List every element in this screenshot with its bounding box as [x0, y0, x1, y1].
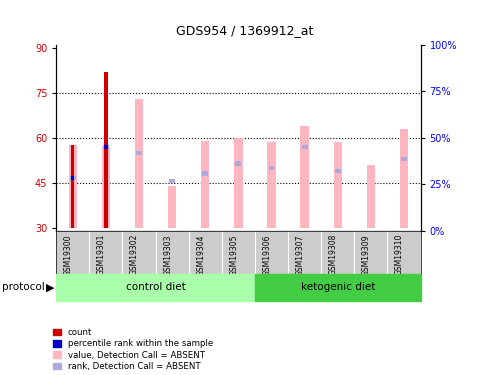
Bar — [300, 126, 308, 228]
Bar — [104, 144, 107, 149]
Bar — [399, 129, 407, 228]
Bar — [102, 144, 109, 149]
Bar — [102, 147, 110, 228]
Text: GSM19304: GSM19304 — [196, 234, 205, 276]
Bar — [267, 142, 275, 228]
Bar — [366, 165, 374, 228]
Text: control diet: control diet — [125, 282, 185, 292]
Bar — [268, 165, 274, 170]
Bar — [400, 156, 406, 161]
Bar — [254, 274, 420, 301]
Bar — [104, 72, 107, 228]
Bar — [301, 144, 307, 149]
Bar — [68, 145, 77, 228]
Legend: count, percentile rank within the sample, value, Detection Call = ABSENT, rank, : count, percentile rank within the sample… — [53, 328, 213, 371]
Bar — [136, 150, 142, 155]
Bar — [202, 171, 208, 176]
Bar — [168, 186, 176, 228]
Bar — [71, 145, 74, 228]
Text: protocol: protocol — [2, 282, 45, 292]
Text: GSM19310: GSM19310 — [394, 234, 403, 276]
Bar — [71, 176, 74, 180]
Bar — [235, 161, 241, 165]
Text: GSM19309: GSM19309 — [361, 234, 370, 276]
Text: GSM19308: GSM19308 — [328, 234, 337, 276]
Text: GSM19303: GSM19303 — [163, 234, 172, 276]
Bar — [333, 142, 341, 228]
Text: GSM19301: GSM19301 — [97, 234, 106, 276]
Bar — [56, 274, 254, 301]
Text: GSM19302: GSM19302 — [130, 234, 139, 276]
Bar — [201, 141, 209, 228]
Text: GSM19305: GSM19305 — [229, 234, 238, 276]
Text: GSM19300: GSM19300 — [63, 234, 73, 276]
Text: ketogenic diet: ketogenic diet — [300, 282, 374, 292]
Bar — [334, 168, 340, 173]
Bar — [135, 99, 143, 228]
Text: ▶: ▶ — [45, 282, 54, 292]
Bar — [234, 138, 242, 228]
Text: GSM19307: GSM19307 — [295, 234, 304, 276]
Text: GSM19306: GSM19306 — [262, 234, 271, 276]
Bar — [169, 179, 175, 183]
Bar — [70, 176, 76, 180]
Text: GDS954 / 1369912_at: GDS954 / 1369912_at — [176, 24, 312, 38]
